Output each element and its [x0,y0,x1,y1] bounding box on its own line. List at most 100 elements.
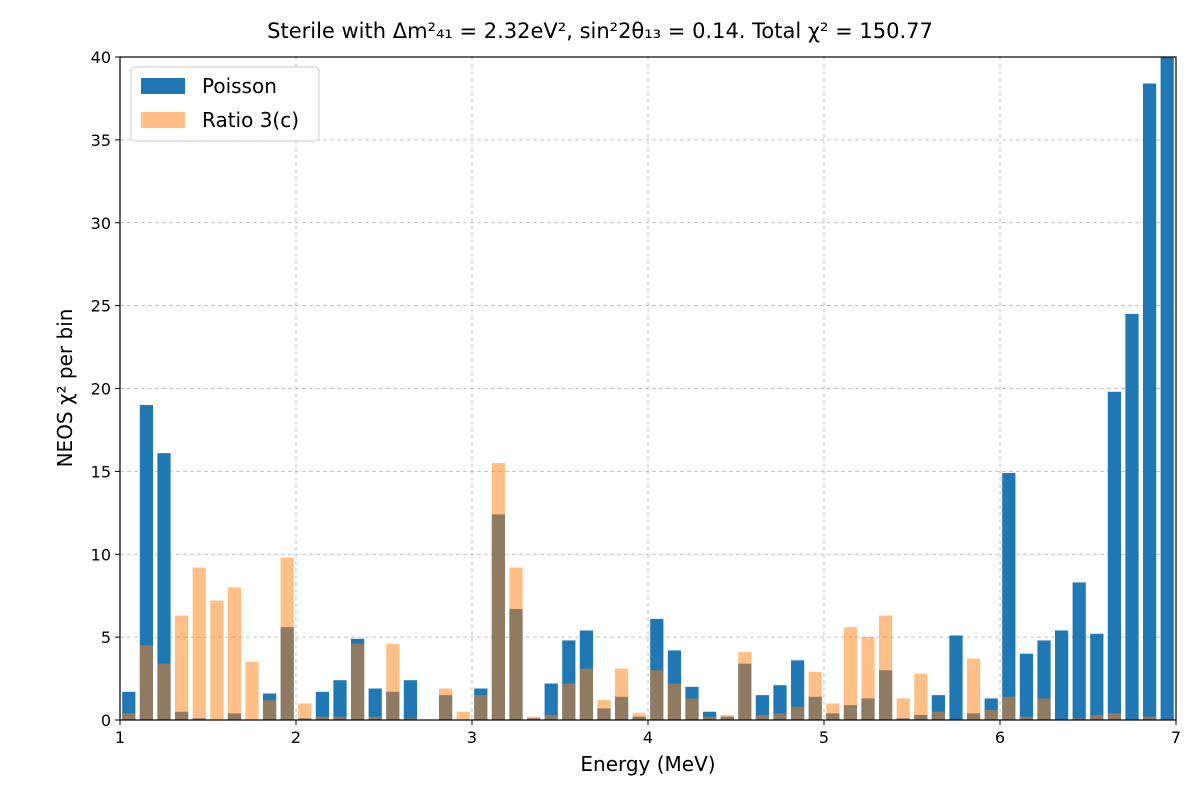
x-axis-title: Energy (MeV) [580,752,715,776]
bar-poisson [703,711,717,720]
bar-ratio [773,713,787,720]
bar-ratio [439,688,453,720]
x-tick-label: 3 [467,728,477,747]
bar-poisson [315,691,329,720]
bar-poisson [157,453,171,720]
bar-ratio [527,716,541,720]
bar-ratio [351,643,365,720]
bar-poisson [773,685,787,720]
legend: Poisson Ratio 3(c) [130,66,320,142]
bar-ratio [808,671,822,720]
bar-ratio [386,643,400,720]
y-tick-label: 25 [91,297,111,316]
y-tick-label: 15 [91,462,111,481]
legend-label-ratio: Ratio 3(c) [202,108,299,132]
bar-ratio [632,713,646,720]
bar-ratio [368,716,382,720]
bar-ratio [1002,696,1016,720]
grid-layer [120,57,1176,720]
chart-title: Sterile with Δm²₄₁ = 2.32eV², sin²2θ₁₃ =… [267,19,933,43]
bar-ratio [896,698,910,720]
bar-ratio [984,710,998,720]
bar-ratio [1143,716,1157,720]
bar-ratio [1072,718,1086,720]
bar-ratio [1107,713,1121,720]
bar-poisson [1072,582,1086,720]
bar-ratio [931,711,945,720]
bar-poisson [949,635,963,720]
bar-ratio [597,700,611,720]
y-tick-label: 10 [91,545,111,564]
x-tick-label: 7 [1171,728,1181,747]
bar-ratio [843,627,857,720]
y-axis-title: NEOS χ² per bin [53,309,77,468]
bar-ratio [139,645,153,720]
bar-ratio [544,715,558,720]
y-tick-label: 30 [91,214,111,233]
bar-ratio [474,695,488,720]
bar-ratio [315,716,329,720]
bar-poisson [1002,473,1016,720]
y-tick-label: 0 [101,711,111,730]
bar-poisson [139,405,153,720]
bar-poisson [1055,630,1069,720]
legend-swatch-ratio [141,112,185,128]
bar-poisson [1019,653,1033,720]
bar-poisson [1125,313,1139,720]
series-ratio-3c [122,463,1157,720]
bar-ratio [1037,698,1051,720]
bar-poisson [333,680,347,720]
bars-layer [122,57,1174,720]
bar-poisson [403,680,417,720]
y-tick-label: 5 [101,628,111,647]
bar-ratio [703,716,717,720]
bar-ratio [280,557,294,720]
bar-ratio [157,663,171,720]
bar-ratio [491,463,505,720]
legend-label-poisson: Poisson [202,74,277,98]
bar-ratio [879,615,893,720]
bar-ratio [333,716,347,720]
bar-ratio [615,668,629,720]
x-tick-label: 6 [995,728,1005,747]
bar-ratio [650,670,664,720]
x-tick-label: 2 [291,728,301,747]
bar-poisson [791,660,805,720]
bar-poisson [368,688,382,720]
y-tick-label: 20 [91,380,111,399]
bar-ratio [826,703,840,720]
bar-poisson [1090,633,1104,720]
bar-ratio [685,698,699,720]
bar-ratio [579,668,593,720]
legend-swatch-poisson [141,78,185,94]
bar-ratio [667,683,681,720]
bar-ratio [914,673,928,720]
bar-poisson [544,683,558,720]
bar-ratio [755,715,769,720]
bar-ratio [738,652,752,720]
bar-ratio [456,711,470,720]
x-tick-label: 4 [643,728,653,747]
bar-ratio [192,567,206,720]
bar-ratio [967,658,981,720]
bar-ratio [1019,716,1033,720]
bar-ratio [791,706,805,720]
bar-ratio [298,703,312,720]
y-tick-label: 35 [91,131,111,150]
bar-ratio [210,600,224,720]
bar-ratio [861,637,875,720]
bar-ratio [509,567,523,720]
bar-ratio [403,718,417,720]
bar-ratio [720,715,734,720]
bar-poisson [1107,391,1121,720]
bar-poisson [755,695,769,720]
bar-poisson [122,691,136,720]
bar-ratio [245,661,259,720]
bar-ratio [122,713,136,720]
ticks-layer: 1 2 3 4 5 6 7 0 5 10 15 20 25 30 35 40 [91,48,1181,747]
bar-ratio [1090,715,1104,720]
bar-ratio [562,683,576,720]
bar-ratio [175,615,189,720]
